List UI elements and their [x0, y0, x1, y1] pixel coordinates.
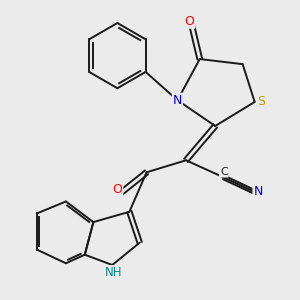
Text: N: N [173, 94, 182, 107]
Text: C: C [220, 167, 228, 177]
Text: N: N [254, 185, 263, 198]
Text: O: O [184, 15, 194, 28]
Text: NH: NH [105, 266, 123, 279]
Text: S: S [257, 95, 265, 108]
Text: O: O [112, 183, 122, 196]
